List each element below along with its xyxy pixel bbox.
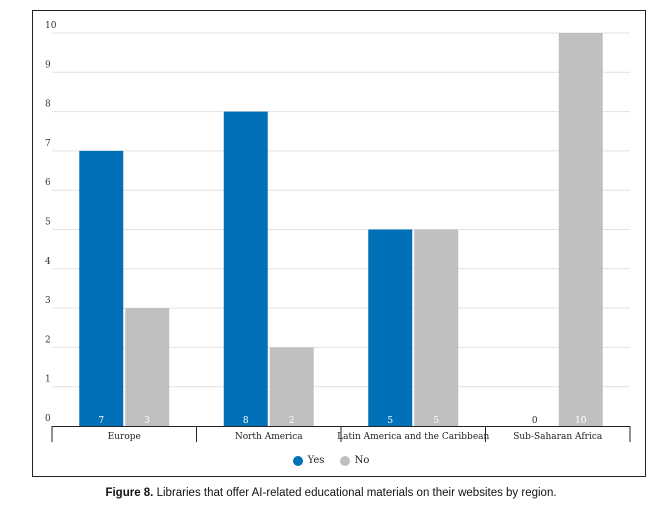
y-tick-label: 10 — [45, 21, 57, 31]
x-category-label: Sub-Saharan Africa — [513, 432, 603, 442]
x-category-label: North America — [235, 432, 303, 442]
y-tick-label: 0 — [45, 414, 51, 424]
y-tick-label: 1 — [45, 375, 51, 385]
caption-label: Figure 8. — [105, 487, 154, 499]
bar-no — [414, 229, 459, 426]
y-tick-label: 3 — [45, 296, 51, 306]
legend-label-no: No — [354, 455, 370, 466]
x-axis: Europe North America Latin America and the… — [51, 426, 631, 442]
data-label: 7 — [98, 416, 104, 426]
data-labels: 7 3 8 2 5 5 0 10 — [98, 416, 586, 426]
legend: Yes No — [0, 455, 662, 469]
bar-no — [269, 347, 314, 426]
data-label: 3 — [144, 416, 150, 426]
bar-yes — [223, 111, 268, 426]
figure-caption: Figure 8. Libraries that offer AI-relate… — [0, 487, 662, 499]
data-label: 5 — [387, 416, 393, 426]
data-label: 8 — [243, 416, 249, 426]
y-tick-label: 6 — [45, 178, 51, 188]
x-category-label: Latin America and the Caribbean — [337, 432, 489, 442]
legend-item-yes[interactable]: Yes — [292, 455, 325, 466]
y-tick-label: 8 — [45, 100, 51, 110]
y-tick-label: 5 — [45, 218, 51, 228]
bar-no — [558, 33, 603, 426]
bar-yes — [368, 229, 413, 426]
y-axis-ticks: 0 1 2 3 4 5 6 7 8 9 10 — [45, 21, 57, 424]
legend-item-no[interactable]: No — [339, 455, 370, 466]
data-label: 5 — [433, 416, 439, 426]
bar-no — [125, 308, 170, 426]
legend-dot-yes-icon — [292, 455, 303, 466]
y-tick-label: 7 — [45, 139, 51, 149]
bar-yes — [79, 150, 124, 426]
y-tick-label: 9 — [45, 60, 51, 70]
y-tick-label: 2 — [45, 335, 51, 345]
data-label: 10 — [575, 416, 587, 426]
data-label: 2 — [289, 416, 295, 426]
legend-dot-no-icon — [339, 455, 350, 466]
bars — [79, 33, 603, 426]
data-label: 0 — [532, 416, 538, 426]
caption-text: Libraries that offer AI-related educatio… — [156, 487, 557, 499]
x-category-label: Europe — [108, 432, 141, 442]
y-tick-label: 4 — [45, 257, 51, 267]
legend-label-yes: Yes — [307, 455, 325, 466]
